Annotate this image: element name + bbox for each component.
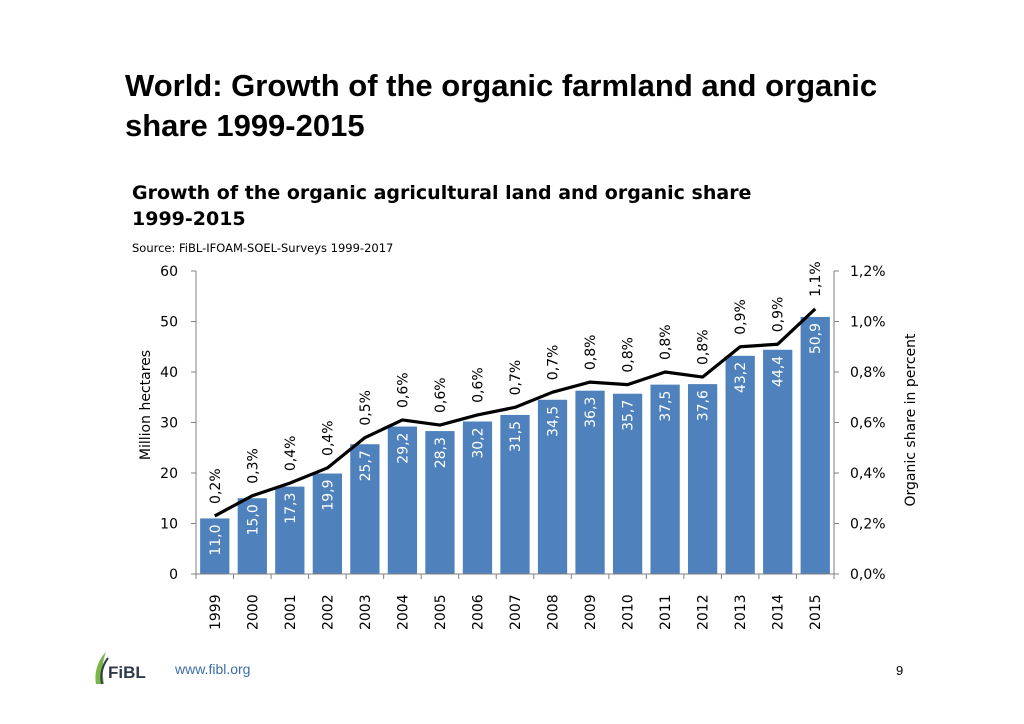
share-value-label: 0,7%	[546, 345, 562, 381]
bar-value-label: 19,9	[320, 480, 336, 511]
x-tick-label: 2001	[283, 594, 299, 630]
bar-value-label: 30,2	[470, 427, 486, 458]
x-tick-label: 2003	[358, 594, 374, 630]
share-value-label: 0,5%	[358, 390, 374, 426]
y-tick-label: 60	[160, 264, 178, 280]
bar-value-label: 44,4	[771, 356, 787, 387]
y-tick-label: 30	[160, 416, 178, 432]
x-tick-label: 2004	[395, 594, 411, 630]
share-value-label: 0,4%	[283, 436, 299, 472]
bar-value-label: 35,7	[621, 400, 637, 431]
bar-value-label: 29,2	[395, 433, 411, 464]
y-tick-label: 40	[160, 365, 178, 381]
share-value-label: 0,8%	[658, 324, 674, 360]
logo-text: FiBL	[108, 663, 146, 682]
footer-url[interactable]: www.fibl.org	[175, 661, 251, 677]
bar-value-label: 15,0	[245, 504, 261, 535]
bar-value-label: 11,0	[208, 524, 224, 555]
bar-2007	[500, 414, 530, 574]
bar-2008	[537, 399, 568, 574]
share-value-label: 0,3%	[245, 448, 261, 484]
bar-value-label: 37,6	[696, 390, 712, 421]
bar-2003	[350, 444, 380, 574]
bar-2002	[312, 473, 342, 574]
y-tick-label: 50	[160, 315, 178, 331]
x-tick-label: 2002	[320, 594, 336, 630]
x-tick-label: 2008	[546, 594, 562, 630]
x-tick-label: 2009	[583, 594, 599, 630]
y2-tick-label: 0,8%	[850, 365, 886, 381]
y2-tick-label: 0,4%	[850, 466, 886, 482]
share-value-label: 0,8%	[621, 337, 637, 373]
bar-2005	[425, 431, 455, 574]
y-axis-title: Million hectares	[138, 350, 154, 460]
y2-tick-label: 1,0%	[850, 315, 886, 331]
bar-2015	[800, 316, 830, 574]
bar-2012	[688, 384, 718, 574]
leaf-icon	[95, 652, 106, 684]
y2-tick-label: 0,0%	[850, 567, 886, 583]
x-tick-label: 2013	[733, 594, 749, 630]
bar-value-label: 25,7	[358, 450, 374, 481]
bar-value-label: 50,9	[808, 323, 824, 354]
x-tick-label: 2005	[433, 594, 449, 630]
y-tick-label: 0	[169, 567, 178, 583]
share-value-label: 0,2%	[208, 468, 224, 504]
bar-2004	[387, 426, 418, 574]
share-value-label: 0,8%	[583, 335, 599, 371]
share-line	[214, 307, 817, 518]
x-tick-label: 2011	[658, 594, 674, 630]
x-tick-label: 1999	[208, 594, 224, 630]
share-value-label: 0,9%	[733, 299, 749, 335]
y2-axis-title: Organic share in percent	[903, 333, 919, 507]
bar-value-label: 28,3	[433, 437, 449, 468]
x-tick-label: 2006	[470, 594, 486, 630]
x-tick-label: 2014	[771, 594, 787, 630]
chart-title: Growth of the organic agricultural land …	[132, 182, 752, 230]
y2-tick-label: 1,2%	[850, 264, 886, 280]
chart-source: Source: FiBL-IFOAM-SOEL-Surveys 1999-201…	[132, 241, 394, 255]
share-value-label: 0,6%	[470, 367, 486, 403]
share-value-label: 0,9%	[771, 297, 787, 333]
share-value-label: 0,6%	[395, 372, 411, 408]
leaf-icon-stem	[100, 657, 109, 685]
share-value-label: 1,1%	[808, 261, 824, 297]
bar-2010	[612, 393, 643, 574]
bars-layer	[200, 316, 830, 574]
bar-2006	[462, 421, 493, 574]
bar-2009	[575, 390, 605, 574]
x-tick-label: 2012	[696, 594, 712, 630]
share-value-label: 0,7%	[508, 360, 524, 396]
bar-2013	[725, 355, 755, 574]
y2-tick-label: 0,2%	[850, 517, 886, 533]
x-tick-label: 2007	[508, 594, 524, 630]
bar-2011	[650, 384, 680, 574]
share-value-label: 0,4%	[320, 420, 336, 456]
share-value-label: 0,6%	[433, 377, 449, 413]
x-tick-label: 2015	[808, 594, 824, 630]
y-tick-label: 10	[160, 517, 178, 533]
bar-2014	[763, 349, 793, 574]
x-tick-label: 2010	[621, 594, 637, 630]
line-layer	[214, 307, 817, 518]
y2-tick-label: 0,6%	[850, 416, 886, 432]
labels-layer: 11,0 15,0 17,3 19,9 25,7 29,2 28,3 30,2 31,5 34,5…	[208, 261, 824, 555]
x-tick-label: 2000	[245, 594, 261, 630]
slide-title: World: Growth of the organic farmland an…	[125, 68, 878, 143]
bar-value-label: 34,5	[546, 406, 562, 437]
bar-value-label: 31,5	[508, 421, 524, 452]
share-value-label: 0,8%	[696, 329, 712, 365]
fibl-logo: FiBL	[95, 652, 146, 685]
bar-value-label: 43,2	[733, 362, 749, 393]
y-tick-label: 20	[160, 466, 178, 482]
bar-value-label: 17,3	[283, 493, 299, 524]
page-number: 9	[896, 663, 904, 678]
axes-layer: 0 10 20 30 40 50 60 0,0% 0,2% 0,4% 0,6% 0,8% 1,0% 1,2…	[138, 264, 919, 630]
bar-2000	[237, 498, 267, 574]
bar-2001	[275, 486, 305, 574]
bar-value-label: 36,3	[583, 397, 599, 428]
bar-value-label: 37,5	[658, 391, 674, 422]
bar-1999	[200, 518, 230, 574]
